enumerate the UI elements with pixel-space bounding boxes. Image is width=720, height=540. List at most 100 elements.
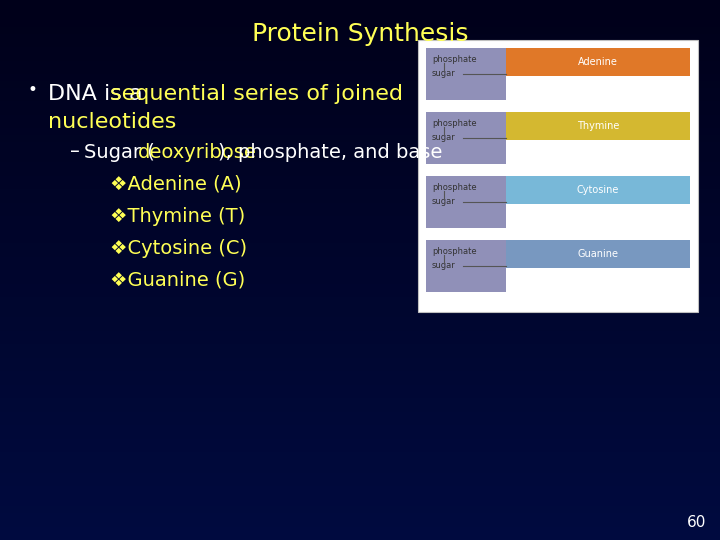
Bar xyxy=(0,364,720,372)
Bar xyxy=(0,426,720,432)
Text: sugar: sugar xyxy=(432,261,456,271)
Bar xyxy=(0,128,720,135)
Bar xyxy=(0,148,720,156)
Bar xyxy=(0,216,720,222)
Bar xyxy=(426,112,506,164)
Bar xyxy=(0,168,720,176)
Bar xyxy=(0,270,720,276)
Bar xyxy=(0,102,720,108)
Bar xyxy=(0,291,720,297)
Bar xyxy=(0,446,720,453)
Text: ❖Adenine (A): ❖Adenine (A) xyxy=(110,174,242,193)
Text: Cytosine: Cytosine xyxy=(577,185,619,195)
Bar xyxy=(0,465,720,472)
Text: phosphate: phosphate xyxy=(432,55,477,64)
Bar xyxy=(0,345,720,351)
Text: sugar: sugar xyxy=(432,198,456,206)
Bar xyxy=(506,176,690,204)
Bar xyxy=(0,202,720,209)
Text: phosphate: phosphate xyxy=(432,183,477,192)
Bar xyxy=(0,500,720,507)
Bar xyxy=(0,122,720,128)
Text: ), phosphate, and base: ), phosphate, and base xyxy=(218,143,442,161)
Bar xyxy=(0,526,720,534)
Bar xyxy=(0,14,720,20)
Bar xyxy=(0,156,720,162)
Bar xyxy=(0,303,720,310)
Bar xyxy=(0,68,720,74)
Bar xyxy=(0,33,720,40)
Bar xyxy=(426,176,506,228)
Bar xyxy=(0,284,720,291)
Bar xyxy=(506,240,690,268)
Bar xyxy=(0,372,720,378)
Bar xyxy=(0,324,720,330)
Text: sequential series of joined: sequential series of joined xyxy=(110,84,403,104)
Bar xyxy=(0,317,720,324)
Bar xyxy=(0,230,720,237)
Bar xyxy=(0,237,720,243)
Bar xyxy=(0,40,720,47)
Bar xyxy=(0,438,720,445)
Bar xyxy=(0,195,720,202)
Text: phosphate: phosphate xyxy=(432,118,477,127)
Bar xyxy=(0,310,720,317)
Bar xyxy=(0,351,720,357)
Text: 60: 60 xyxy=(687,515,706,530)
Bar xyxy=(418,40,698,312)
Text: –: – xyxy=(70,143,80,161)
Bar xyxy=(0,20,720,27)
Bar xyxy=(0,338,720,345)
Bar xyxy=(0,330,720,338)
Bar xyxy=(426,240,506,292)
Bar xyxy=(0,534,720,540)
Bar xyxy=(0,115,720,122)
Bar xyxy=(0,54,720,60)
Bar xyxy=(0,513,720,519)
Bar xyxy=(0,249,720,256)
Bar xyxy=(0,176,720,183)
Text: Adenine: Adenine xyxy=(578,57,618,67)
Bar xyxy=(0,135,720,141)
Bar xyxy=(0,60,720,68)
Bar xyxy=(0,384,720,391)
Bar xyxy=(0,453,720,459)
Bar xyxy=(0,472,720,480)
Bar xyxy=(0,47,720,54)
Text: DNA is a: DNA is a xyxy=(48,84,150,104)
Text: Thymine: Thymine xyxy=(577,121,619,131)
Bar xyxy=(0,81,720,87)
Text: Sugar (: Sugar ( xyxy=(84,143,155,161)
Bar xyxy=(0,0,720,6)
Bar xyxy=(0,411,720,418)
Bar xyxy=(0,357,720,364)
Text: sugar: sugar xyxy=(432,70,456,78)
Bar xyxy=(426,48,506,100)
Bar xyxy=(0,486,720,492)
Bar xyxy=(0,276,720,284)
Bar xyxy=(0,297,720,303)
Bar xyxy=(0,507,720,513)
Bar xyxy=(0,108,720,115)
Bar xyxy=(0,162,720,168)
Text: sugar: sugar xyxy=(432,133,456,143)
Bar xyxy=(0,183,720,189)
Bar xyxy=(0,6,720,14)
Bar xyxy=(0,399,720,405)
Bar xyxy=(0,256,720,263)
Bar xyxy=(0,189,720,195)
Bar xyxy=(0,74,720,81)
Bar xyxy=(0,459,720,465)
Bar xyxy=(0,87,720,94)
Bar xyxy=(0,519,720,526)
Text: Protein Synthesis: Protein Synthesis xyxy=(252,22,468,46)
Text: nucleotides: nucleotides xyxy=(48,112,176,132)
Bar xyxy=(0,209,720,216)
Bar xyxy=(506,112,690,140)
Text: phosphate: phosphate xyxy=(432,246,477,255)
Bar xyxy=(0,27,720,33)
Bar xyxy=(0,94,720,102)
Bar xyxy=(0,492,720,500)
Bar xyxy=(0,418,720,426)
Text: •: • xyxy=(27,81,37,99)
